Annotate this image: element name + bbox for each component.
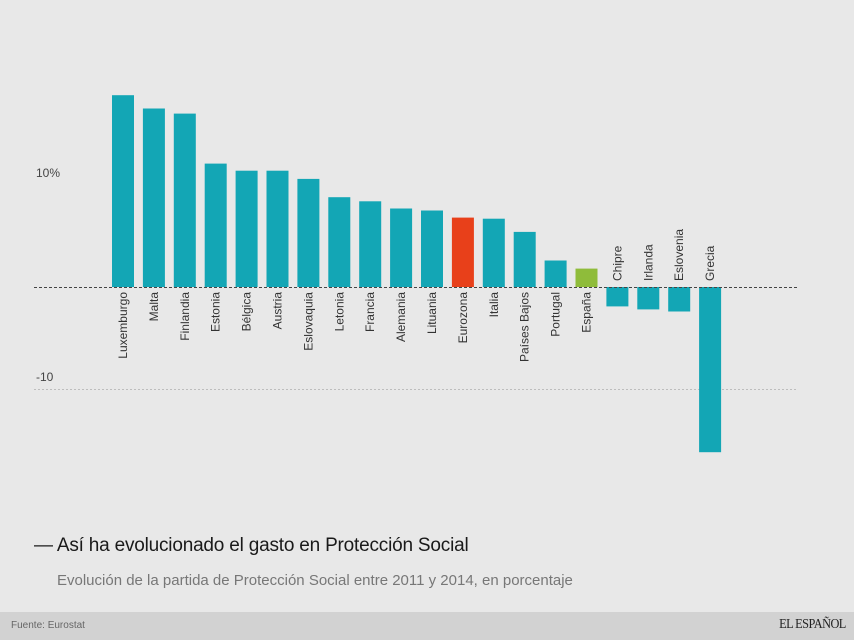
y-axis-ticks: 10% -10 xyxy=(36,166,60,384)
category-label: Finlandia xyxy=(178,292,192,341)
category-label: Bélgica xyxy=(240,292,254,332)
category-labels: Luxemburgo Malta Finlandia Estonia Bélgica Au… xyxy=(116,229,717,362)
bar-francia xyxy=(359,201,382,287)
bar-eslovenia xyxy=(668,287,691,312)
bar-italia xyxy=(482,218,505,287)
category-label: Francia xyxy=(363,292,377,332)
bar-malta xyxy=(142,108,165,287)
category-label: Luxemburgo xyxy=(116,292,130,359)
category-label: Eslovenia xyxy=(672,229,686,281)
bar-austria xyxy=(266,170,289,287)
category-label: Eurozona xyxy=(456,292,470,344)
y-tick-label: 10% xyxy=(36,166,60,180)
category-label: Letonia xyxy=(332,292,346,332)
bar-estonia xyxy=(204,163,227,287)
bar-eurozona xyxy=(451,217,474,287)
bars xyxy=(112,95,722,453)
category-label: Chipre xyxy=(610,245,624,281)
bar-irlanda xyxy=(637,287,660,310)
category-label: Alemania xyxy=(394,292,408,342)
bar-grecia xyxy=(699,287,722,453)
bar-luxemburgo xyxy=(112,95,134,287)
source-note: Fuente: Eurostat xyxy=(11,620,85,631)
bar-belgica xyxy=(235,170,258,287)
y-tick-label: -10 xyxy=(36,370,54,384)
category-label: Estonia xyxy=(209,292,223,332)
title-text: Así ha evolucionado el gasto en Protecci… xyxy=(56,535,469,556)
category-label: Lituania xyxy=(425,292,439,334)
bar-finlandia xyxy=(173,113,196,287)
category-label: Austria xyxy=(271,292,285,330)
bar-letonia xyxy=(328,197,351,287)
bar-chart: 10% -10 Luxemburgo Malta Finlandia Estonia Bé… xyxy=(34,95,797,453)
bar-portugal xyxy=(544,260,567,287)
chart-subtitle: Evolución de la partida de Protección So… xyxy=(57,572,573,589)
footer-bar: Fuente: Eurostat EL ESPAÑOL xyxy=(0,612,854,640)
bar-espana xyxy=(575,268,598,287)
bar-lituania xyxy=(421,210,443,287)
category-label: Irlanda xyxy=(641,244,655,281)
chart-title: — Así ha evolucionado el gasto en Protec… xyxy=(34,535,469,557)
category-label: Grecia xyxy=(703,245,717,281)
category-label: España xyxy=(580,292,594,333)
category-label: Malta xyxy=(147,292,161,322)
bar-eslovaquia xyxy=(297,178,320,287)
brand-logo: EL ESPAÑOL xyxy=(779,617,846,632)
title-dash: — xyxy=(34,535,53,556)
bar-alemania xyxy=(390,208,413,287)
category-label: Portugal xyxy=(549,292,563,337)
bar-chipre xyxy=(606,287,629,307)
category-label: Italia xyxy=(487,292,501,318)
bar-paises-bajos xyxy=(513,231,536,287)
category-label: Eslovaquia xyxy=(301,292,315,351)
category-label: Países Bajos xyxy=(518,292,532,362)
